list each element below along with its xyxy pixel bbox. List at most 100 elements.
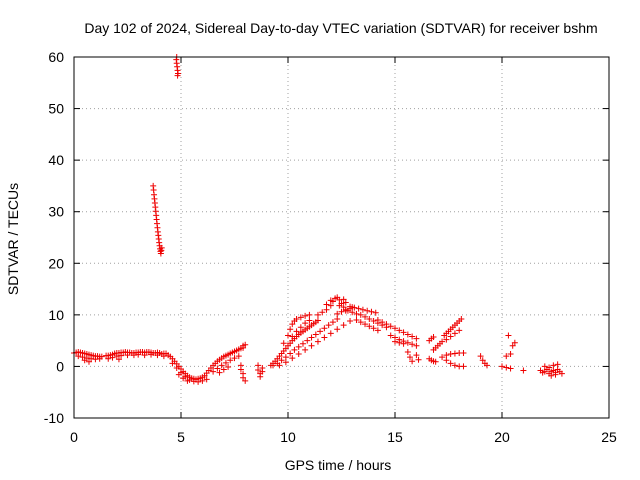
chart-title: Day 102 of 2024, Sidereal Day-to-day VTE… (84, 20, 597, 36)
data-point (447, 351, 454, 358)
data-point (225, 363, 232, 370)
data-point (270, 362, 277, 369)
data-point (409, 341, 416, 348)
axis-ticks: 0 5 10 15 20 25 -10 0 10 20 30 40 50 60 (44, 49, 617, 445)
data-point (240, 374, 247, 381)
data-point (404, 331, 411, 338)
x-tick-label: 0 (70, 429, 78, 445)
data-point (509, 342, 516, 349)
data-point (105, 355, 112, 362)
data-point (308, 334, 315, 341)
data-point (447, 360, 454, 367)
data-point (413, 335, 420, 342)
data-point (503, 353, 510, 360)
data-point (203, 376, 210, 383)
data-point (323, 306, 330, 313)
data-point (304, 337, 311, 344)
data-point (368, 308, 375, 315)
data-point (404, 348, 411, 355)
data-point (342, 307, 349, 314)
data-point (387, 332, 394, 339)
data-point (366, 323, 373, 330)
data-point (374, 327, 381, 334)
data-point (505, 332, 512, 339)
data-point (460, 350, 467, 357)
data-point (413, 342, 420, 349)
data-point (242, 377, 249, 384)
data-point (342, 299, 349, 306)
data-point (392, 325, 398, 332)
data-point (85, 358, 92, 365)
data-point (295, 351, 302, 358)
data-point (118, 352, 125, 359)
data-point (340, 296, 347, 303)
data-point (278, 357, 285, 364)
data-point (415, 356, 422, 363)
data-point (499, 363, 505, 370)
data-point (297, 314, 304, 321)
data-point (334, 310, 341, 317)
data-point (210, 368, 217, 375)
data-point (554, 361, 561, 368)
data-point (334, 315, 341, 322)
data-point (479, 357, 486, 364)
data-point (520, 367, 527, 374)
data-point (293, 328, 300, 335)
data-point (443, 336, 450, 343)
data-point (396, 339, 403, 346)
data-point (451, 362, 458, 369)
data-point (400, 329, 407, 336)
data-point (484, 362, 491, 369)
data-point (550, 362, 557, 369)
data-point (312, 331, 319, 338)
data-point (302, 312, 309, 319)
data-point (327, 330, 334, 337)
data-point (336, 296, 343, 303)
data-point (295, 343, 302, 350)
data-point (347, 318, 354, 325)
data-point (130, 352, 137, 359)
data-point (548, 372, 555, 379)
data-point (409, 358, 416, 365)
data-point (299, 340, 306, 347)
data-point (327, 297, 334, 304)
data-point (306, 317, 313, 324)
data-point (546, 364, 553, 371)
y-tick-label: 60 (48, 49, 64, 65)
data-point (282, 359, 289, 366)
data-point (383, 321, 390, 328)
data-point (347, 303, 354, 310)
data-point (154, 352, 161, 359)
y-tick-label: 20 (48, 255, 64, 271)
data-point (124, 352, 131, 359)
data-point (323, 301, 330, 308)
data-point (439, 354, 446, 361)
data-point (160, 353, 167, 360)
data-point (334, 326, 341, 333)
data-point (81, 357, 88, 364)
y-tick-label: 0 (56, 358, 64, 374)
data-point (220, 366, 227, 373)
data-point (325, 322, 332, 329)
data-point (113, 353, 120, 360)
data-point (280, 340, 287, 347)
data-point (321, 334, 328, 341)
data-point (218, 362, 225, 369)
data-point (439, 338, 446, 345)
data-point (289, 333, 296, 340)
data-point (285, 332, 291, 339)
data-point (353, 310, 360, 317)
data-point (370, 318, 377, 325)
data-point (282, 354, 289, 361)
data-point (511, 339, 518, 346)
data-point (321, 325, 328, 332)
data-point (362, 321, 369, 328)
data-point (338, 308, 345, 315)
data-point (173, 364, 180, 371)
data-point (317, 328, 324, 335)
data-point (297, 324, 304, 331)
data-point (387, 323, 394, 330)
data-point (355, 305, 362, 312)
data-point (366, 315, 373, 322)
data-point (222, 359, 229, 366)
